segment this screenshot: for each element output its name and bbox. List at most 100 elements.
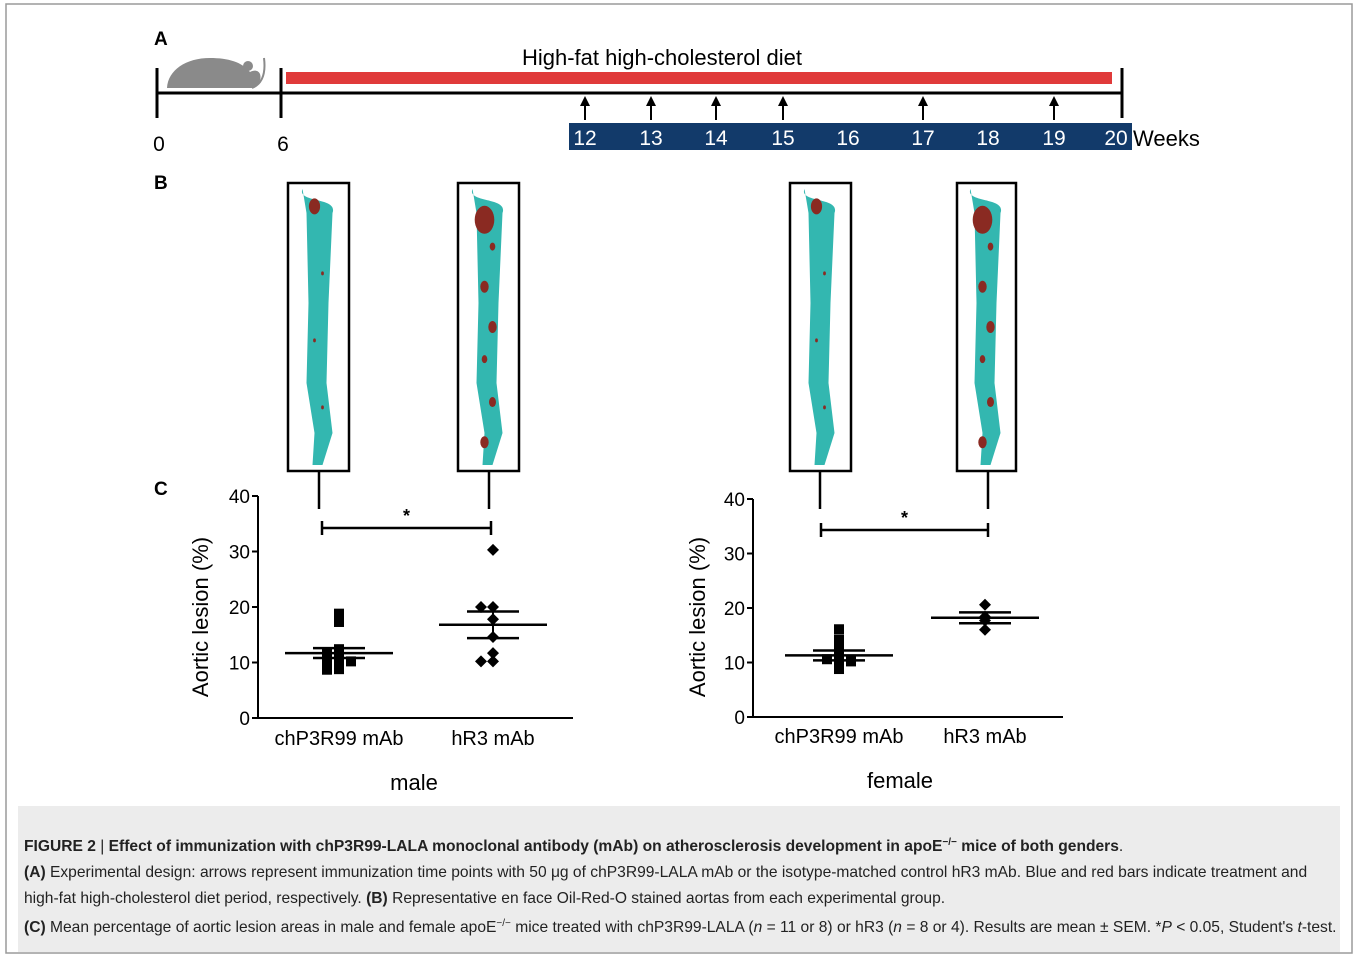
lesion-spot-male-hr3-1 bbox=[489, 242, 496, 251]
point-male-1-0 bbox=[487, 543, 499, 556]
y-tick-label-male-0: 0 bbox=[239, 709, 250, 730]
panel-a-label: A bbox=[154, 29, 168, 50]
category-label-male-1: hR3 mAb bbox=[451, 728, 534, 750]
caption-title-line: FIGURE 2 | Effect of immunization with c… bbox=[24, 830, 1339, 860]
caption-n1: n bbox=[753, 919, 763, 937]
week-label-20: 20 bbox=[1104, 127, 1127, 150]
point-male-1-7 bbox=[475, 655, 487, 668]
lesion-spot-male-hr3-2 bbox=[480, 280, 489, 293]
lesion-spot-male-chp3r99-2 bbox=[313, 338, 316, 343]
arrow-head-week-15 bbox=[778, 96, 788, 106]
mouse-icon bbox=[167, 57, 266, 89]
aorta-tissue-female-hr3 bbox=[969, 189, 1002, 465]
point-male-0-6 bbox=[346, 656, 356, 667]
point-male-1-6 bbox=[487, 655, 499, 668]
y-tick-label-female-10: 10 bbox=[724, 654, 745, 675]
point-female-1-0 bbox=[979, 598, 991, 611]
y-tick-label-male-30: 30 bbox=[229, 543, 250, 564]
aorta-images bbox=[286, 181, 1018, 509]
figure-label: FIGURE 2 bbox=[24, 838, 96, 855]
caption-c-text-5: < 0.05, Student's bbox=[1171, 919, 1298, 937]
category-label-female-0: chP3R99 mAb bbox=[775, 726, 904, 748]
lesion-spot-female-chp3r99-1 bbox=[823, 271, 826, 276]
category-label-male-0: chP3R99 mAb bbox=[275, 728, 404, 750]
y-tick-label-female-30: 30 bbox=[724, 545, 745, 566]
point-male-0-10 bbox=[322, 664, 332, 675]
lesion-spot-female-chp3r99-3 bbox=[823, 405, 826, 410]
arrow-head-week-14 bbox=[711, 96, 721, 106]
lesion-spot-female-hr3-3 bbox=[986, 321, 995, 333]
mouse-tail bbox=[251, 57, 266, 89]
chart-female: 0 10 20 30 40 Aortic lesion (%) chP3R99 mAb hR3… bbox=[685, 490, 1063, 793]
caption-background bbox=[18, 806, 1340, 952]
caption-title-end: mice of both genders bbox=[956, 838, 1119, 855]
lesion-spot-male-chp3r99-3 bbox=[321, 405, 324, 410]
y-axis-label-female: Aortic lesion (%) bbox=[685, 537, 710, 697]
panel-b-label: B bbox=[154, 173, 168, 194]
caption-c-text-6: -test. bbox=[1301, 919, 1337, 937]
point-male-0-7 bbox=[334, 658, 344, 669]
chart-title-male: male bbox=[390, 770, 438, 795]
y-tick-label-female-40: 40 bbox=[724, 490, 745, 511]
weeks-unit-label: Weeks bbox=[1133, 126, 1200, 151]
aorta-tissue-male-chp3r99 bbox=[301, 189, 334, 465]
week-label-19: 19 bbox=[1042, 127, 1065, 150]
caption-n2: n bbox=[893, 919, 902, 937]
significance-star-male: * bbox=[403, 506, 410, 526]
caption-b-text: Representative en face Oil-Red-O stained… bbox=[387, 889, 946, 907]
y-tick-label-female-0: 0 bbox=[734, 708, 745, 729]
caption-title-sup: −/− bbox=[942, 837, 957, 848]
immunization-arrows bbox=[580, 96, 1059, 120]
week-label-14: 14 bbox=[704, 127, 728, 150]
category-label-female-1: hR3 mAb bbox=[943, 726, 1026, 748]
caption-c-sup: −/− bbox=[496, 918, 511, 930]
caption-c-text-2: mice treated with chP3R99-LALA ( bbox=[510, 919, 754, 937]
point-male-0-0 bbox=[334, 608, 344, 619]
panel-c-label: C bbox=[154, 479, 168, 500]
y-tick-label-male-20: 20 bbox=[229, 598, 250, 619]
point-male-0-5 bbox=[322, 654, 332, 665]
lesion-spot-female-hr3-6 bbox=[978, 436, 987, 449]
week-label-15: 15 bbox=[771, 127, 794, 150]
week-0-label: 0 bbox=[153, 133, 165, 156]
caption-separator: | bbox=[95, 838, 109, 855]
chart-male: 0 10 20 30 40 Aortic lesion (%) chP3R99 mAb hR3… bbox=[188, 487, 573, 795]
point-male-0-1 bbox=[334, 616, 344, 627]
week-label-16: 16 bbox=[836, 127, 859, 150]
caption-a-label: (A) bbox=[24, 863, 46, 881]
aorta-tissue-female-chp3r99 bbox=[803, 189, 836, 465]
lesion-spot-female-chp3r99-0 bbox=[810, 198, 823, 215]
lesion-spot-female-hr3-0 bbox=[972, 205, 993, 234]
chart-title-female: female bbox=[867, 768, 933, 793]
point-female-1-3 bbox=[979, 623, 991, 636]
lesion-spot-female-chp3r99-2 bbox=[815, 338, 818, 343]
y-tick-label-male-10: 10 bbox=[229, 654, 250, 675]
lesion-spot-female-hr3-5 bbox=[987, 397, 994, 408]
mouse-body bbox=[167, 58, 261, 88]
point-female-0-0 bbox=[834, 624, 844, 635]
week-label-17: 17 bbox=[911, 127, 934, 150]
week-label-13: 13 bbox=[639, 127, 662, 150]
y-tick-label-male-40: 40 bbox=[229, 487, 250, 508]
caption-c-label: (C) bbox=[24, 919, 46, 937]
week-label-18: 18 bbox=[976, 127, 999, 150]
figure-caption: FIGURE 2 | Effect of immunization with c… bbox=[24, 830, 1339, 941]
treatment-bar bbox=[569, 123, 1132, 150]
caption-c-text-3: = 11 or 8) or hR3 ( bbox=[762, 919, 894, 937]
point-female-0-1 bbox=[834, 634, 844, 645]
lesion-spot-male-hr3-0 bbox=[474, 205, 495, 234]
lesion-spot-female-hr3-1 bbox=[987, 242, 994, 251]
treatment-week-labels: 12 13 14 15 16 17 18 19 20 bbox=[573, 127, 1127, 150]
caption-c-text-4: = 8 or 4). Results are mean ± SEM. * bbox=[901, 919, 1162, 937]
lesion-spot-male-chp3r99-1 bbox=[321, 271, 324, 276]
lesion-spot-male-hr3-6 bbox=[480, 436, 489, 449]
week-6-label: 6 bbox=[277, 133, 289, 156]
significance-star-female: * bbox=[901, 508, 908, 528]
diet-bar bbox=[286, 72, 1112, 84]
caption-body-ab: (A) Experimental design: arrows represen… bbox=[24, 860, 1339, 912]
caption-t: t bbox=[1297, 919, 1302, 937]
lesion-spot-male-hr3-5 bbox=[489, 397, 496, 408]
lesion-spot-female-hr3-2 bbox=[978, 280, 987, 293]
